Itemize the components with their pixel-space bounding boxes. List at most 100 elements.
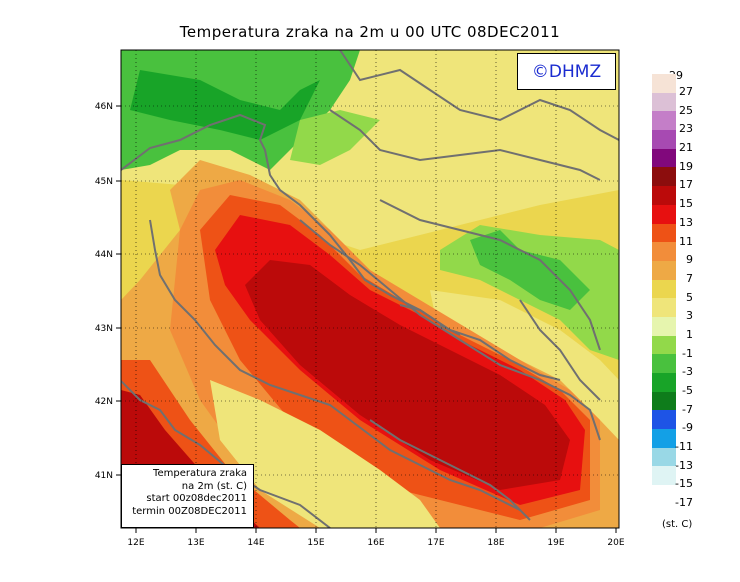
- legend-swatch: [652, 186, 676, 205]
- legend-bin: -17: [652, 485, 693, 509]
- info-line: Temperatura zraka: [153, 468, 247, 479]
- lon-labels: 12E 13E 14E 15E 16E 17E 18E 19E 20E: [127, 538, 624, 548]
- map-title: Temperatura zraka na 2m u 00 UTC 08DEC20…: [179, 23, 561, 41]
- legend-bin: -13: [652, 447, 693, 472]
- legend-swatch: [652, 111, 676, 131]
- lat-label: 42N: [95, 397, 113, 407]
- info-line: start 00z08dec2011: [146, 493, 247, 504]
- lon-label: 14E: [247, 538, 264, 548]
- lat-labels: 46N 45N 44N 43N 42N 41N: [95, 102, 113, 481]
- legend-swatch: [652, 298, 676, 317]
- coast-gargano: [121, 379, 331, 528]
- lat-label: 44N: [95, 250, 113, 260]
- legend-bin: 15: [652, 186, 693, 210]
- legend-swatch: [652, 410, 676, 430]
- legend-label: 7: [686, 271, 693, 285]
- legend-label: 17: [679, 178, 693, 192]
- legend-bin: 27: [652, 74, 693, 98]
- legend-label: -9: [682, 421, 693, 435]
- border-inland-4: [519, 299, 601, 401]
- lon-label: 18E: [487, 538, 504, 548]
- lon-label: 16E: [367, 538, 384, 548]
- coast-italy-west: [149, 219, 521, 511]
- legend-bin: 5: [652, 279, 693, 304]
- legend-label: -7: [682, 402, 693, 416]
- coast-apulia: [369, 419, 531, 521]
- lat-label: 45N: [95, 177, 113, 187]
- legend-label: -13: [675, 458, 693, 472]
- legend-label: 21: [679, 141, 693, 155]
- legend-swatch: [652, 242, 676, 261]
- legend-label: -3: [682, 365, 693, 379]
- legend-swatch: [652, 130, 676, 149]
- legend-swatch: [652, 354, 676, 373]
- legend-bin: -5: [652, 373, 693, 397]
- axis-ticks: [116, 105, 617, 533]
- legend-label: -17: [675, 496, 693, 510]
- legend-swatch: [652, 167, 676, 187]
- coast-italy-east: [121, 113, 561, 381]
- legend-swatch: [652, 391, 676, 411]
- legend-bin: 19: [652, 148, 693, 173]
- lon-label: 13E: [187, 538, 204, 548]
- legend-bin: -15: [652, 466, 693, 490]
- legend-bin: 1: [652, 316, 693, 341]
- legend-bin: 3: [652, 298, 693, 322]
- coastlines-borders: [121, 50, 619, 528]
- lon-label: 20E: [607, 538, 624, 548]
- legend-label: 11: [679, 234, 693, 248]
- border-inland-1: [339, 50, 619, 141]
- legend-label: 1: [686, 327, 693, 341]
- legend-bin: 23: [652, 111, 693, 135]
- legend-units: (st. C): [662, 519, 693, 530]
- legend-label: 27: [679, 85, 693, 98]
- field-italy-yellow: [210, 380, 440, 528]
- border-inland-2: [329, 109, 601, 181]
- legend-swatch: [652, 92, 676, 112]
- legend-bin: 17: [652, 167, 693, 191]
- lon-label: 12E: [127, 538, 144, 548]
- coast-balkan: [299, 219, 601, 441]
- temperature-field: [121, 50, 619, 528]
- legend-label: -11: [675, 440, 693, 454]
- legend-label: -1: [682, 346, 693, 360]
- lon-label: 19E: [547, 538, 564, 548]
- field-adriatic-17: [245, 260, 570, 490]
- lat-label: 41N: [95, 471, 113, 481]
- legend-label: -15: [675, 477, 693, 491]
- lon-label: 15E: [307, 538, 324, 548]
- legend-swatch: [652, 447, 676, 467]
- legend-swatch: [652, 204, 676, 224]
- legend-swatch: [652, 485, 676, 504]
- lon-label: 17E: [427, 538, 444, 548]
- legend-bin: 13: [652, 204, 693, 229]
- legend-swatch: [652, 148, 676, 168]
- legend-label: 15: [679, 197, 693, 211]
- legend-bin: 7: [652, 260, 693, 285]
- border-inland-3: [379, 199, 601, 351]
- legend-bin: -1: [652, 335, 693, 360]
- field-dinaric-dark: [470, 230, 590, 310]
- legend-bin: 9: [652, 242, 693, 266]
- color-legend: 27 25 23 21 19 17 15 13 11 9 7 5 3 1 -1 -3 -5 -7 -9 -11 -13 -…: [652, 74, 693, 509]
- legend-bin: -11: [652, 429, 693, 453]
- legend-label: 3: [686, 309, 693, 323]
- legend-swatch: [652, 316, 676, 336]
- legend-swatch: [652, 223, 676, 243]
- lat-label: 43N: [95, 324, 113, 334]
- field-alps-dark: [130, 70, 320, 140]
- legend-swatch: [652, 466, 676, 486]
- dhmz-logo: ©DHMZ: [517, 53, 616, 90]
- field-alps-light: [290, 110, 380, 165]
- legend-label: 23: [679, 122, 693, 136]
- legend-swatch: [652, 429, 676, 448]
- legend-bin: -7: [652, 391, 693, 416]
- legend-label: -5: [682, 384, 693, 397]
- legend-bin: 21: [652, 130, 693, 154]
- info-line: termin 00Z08DEC2011: [132, 505, 247, 517]
- info-line: na 2m (st. C): [181, 480, 247, 492]
- island-2: [439, 324, 461, 336]
- legend-label: 5: [686, 290, 693, 304]
- island-1: [399, 304, 436, 321]
